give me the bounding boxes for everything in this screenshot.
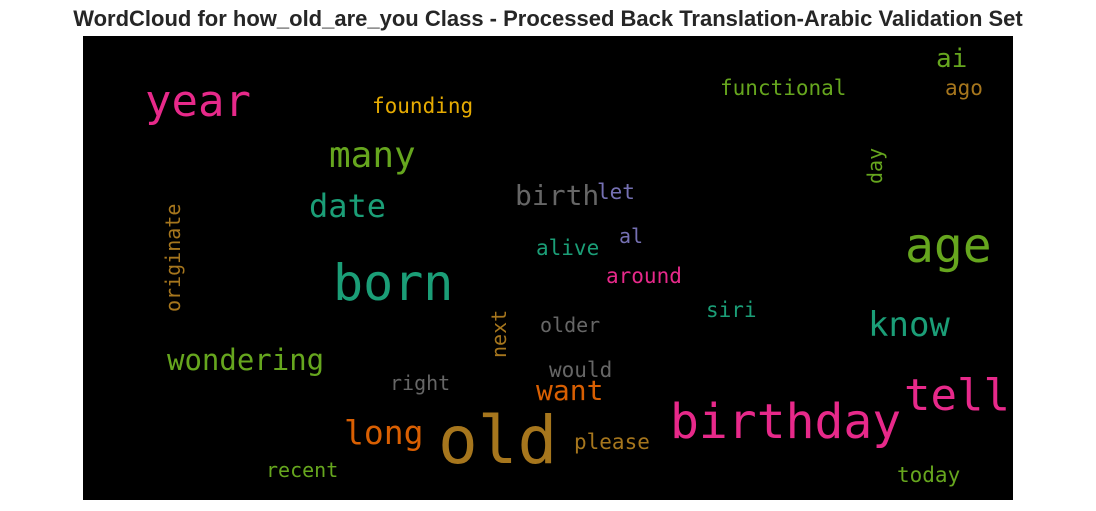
- word-old: old: [438, 402, 558, 479]
- word-today: today: [897, 463, 961, 487]
- word-around: around: [606, 264, 682, 288]
- word-date: date: [309, 187, 387, 225]
- word-please: please: [574, 430, 650, 454]
- word-alive: alive: [536, 236, 600, 260]
- word-recent: recent: [266, 458, 339, 482]
- word-older: older: [540, 313, 601, 337]
- word-want: want: [536, 374, 604, 407]
- word-wondering: wondering: [167, 343, 325, 377]
- word-ago: ago: [945, 76, 983, 100]
- word-next: next: [487, 309, 511, 358]
- word-founding: founding: [372, 94, 474, 118]
- word-many: many: [329, 135, 416, 176]
- word-year: year: [145, 76, 251, 127]
- word-day: day: [863, 147, 887, 184]
- word-let: let: [597, 180, 635, 204]
- word-right: right: [390, 371, 451, 395]
- word-would: would: [549, 358, 613, 382]
- word-tell: tell: [904, 370, 1010, 421]
- word-cloud-canvas: year founding functional ai ago many day…: [83, 36, 1013, 500]
- word-originate: originate: [161, 203, 185, 312]
- word-al: al: [619, 224, 644, 248]
- word-born: born: [333, 254, 454, 312]
- word-ai: ai: [936, 44, 968, 74]
- word-long: long: [344, 413, 424, 452]
- word-age: age: [905, 218, 992, 274]
- word-birthday: birthday: [670, 394, 902, 450]
- word-functional: functional: [720, 76, 847, 100]
- word-know: know: [868, 305, 950, 345]
- word-birth: birth: [515, 179, 600, 212]
- word-siri: siri: [706, 298, 757, 322]
- chart-title: WordCloud for how_old_are_you Class - Pr…: [73, 6, 1023, 31]
